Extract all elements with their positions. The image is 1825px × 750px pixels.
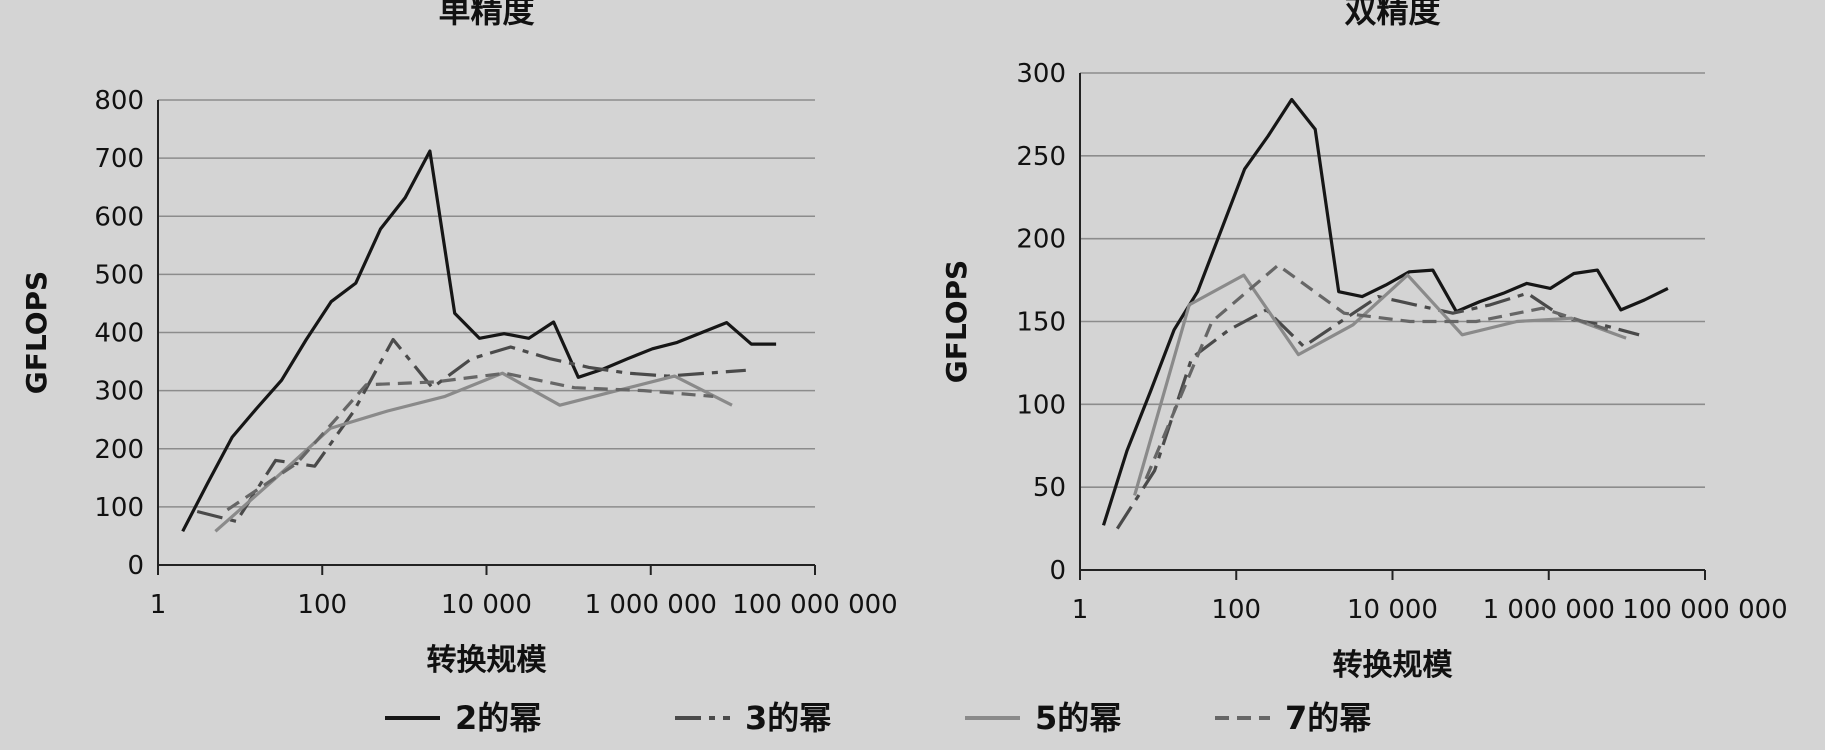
y-axis-label: GFLOPS — [940, 260, 973, 383]
y-tick-label: 300 — [1016, 59, 1066, 89]
x-tick-label: 10 000 — [441, 590, 532, 620]
y-tick-label: 800 — [94, 86, 144, 116]
series-line-5的幂 — [214, 371, 733, 533]
legend-label-2的幂: 2的幂 — [455, 699, 541, 737]
legend-label-7的幂: 7的幂 — [1285, 699, 1371, 737]
chart-title: 单精度 — [438, 0, 534, 30]
y-tick-label: 600 — [94, 202, 144, 232]
x-tick-label: 100 000 000 — [1622, 595, 1787, 625]
y-axis-label: GFLOPS — [20, 271, 53, 394]
x-tick-label: 1 000 000 — [585, 590, 717, 620]
y-tick-label: 0 — [127, 551, 144, 581]
x-tick-label: 1 — [150, 590, 167, 620]
y-tick-label: 200 — [1016, 225, 1066, 255]
y-tick-label: 250 — [1016, 142, 1066, 172]
x-tick-label: 1 000 000 — [1483, 595, 1615, 625]
x-tick-label: 10 000 — [1347, 595, 1438, 625]
legend: 2的幂 3的幂 5的幂 7的幂 — [385, 699, 1371, 737]
series-line-3的幂 — [196, 337, 746, 524]
y-tick-label: 100 — [1016, 390, 1066, 420]
x-tick-label: 1 — [1072, 595, 1089, 625]
chart-panel-1: 单精度 0 100 200 300 400 500 600 700 800 1 100 10 000 1 … — [20, 0, 898, 678]
y-tick-label: 500 — [94, 260, 144, 290]
y-tick-label: 150 — [1016, 308, 1066, 338]
legend-label-5的幂: 5的幂 — [1035, 699, 1121, 737]
y-tick-label: 700 — [94, 144, 144, 174]
x-axis-label: 转换规模 — [1333, 648, 1453, 683]
series-line-7的幂 — [1144, 263, 1609, 480]
y-tick-label: 100 — [94, 493, 144, 523]
x-axis-label: 转换规模 — [427, 643, 547, 678]
legend-label-3的幂: 3的幂 — [745, 699, 831, 737]
chart-panel-2: 双精度 0 50 100 150 200 250 300 1 100 10 000 1 000 000… — [940, 0, 1788, 683]
y-tick-label: 0 — [1049, 556, 1066, 586]
series-line-7的幂 — [226, 371, 714, 512]
x-tick-label: 100 — [297, 590, 347, 620]
y-tick-label: 300 — [94, 377, 144, 407]
series-line-2的幂 — [1101, 97, 1669, 526]
series-line-5的幂 — [1133, 273, 1627, 496]
x-tick-label: 100 000 000 — [732, 590, 897, 620]
y-tick-label: 50 — [1033, 473, 1066, 503]
y-tick-label: 200 — [94, 435, 144, 465]
x-tick-label: 100 — [1211, 595, 1261, 625]
series-line-2的幂 — [181, 149, 777, 533]
chart-title: 双精度 — [1344, 0, 1440, 30]
series-line-3的幂 — [1115, 291, 1640, 530]
y-tick-label: 400 — [94, 319, 144, 349]
